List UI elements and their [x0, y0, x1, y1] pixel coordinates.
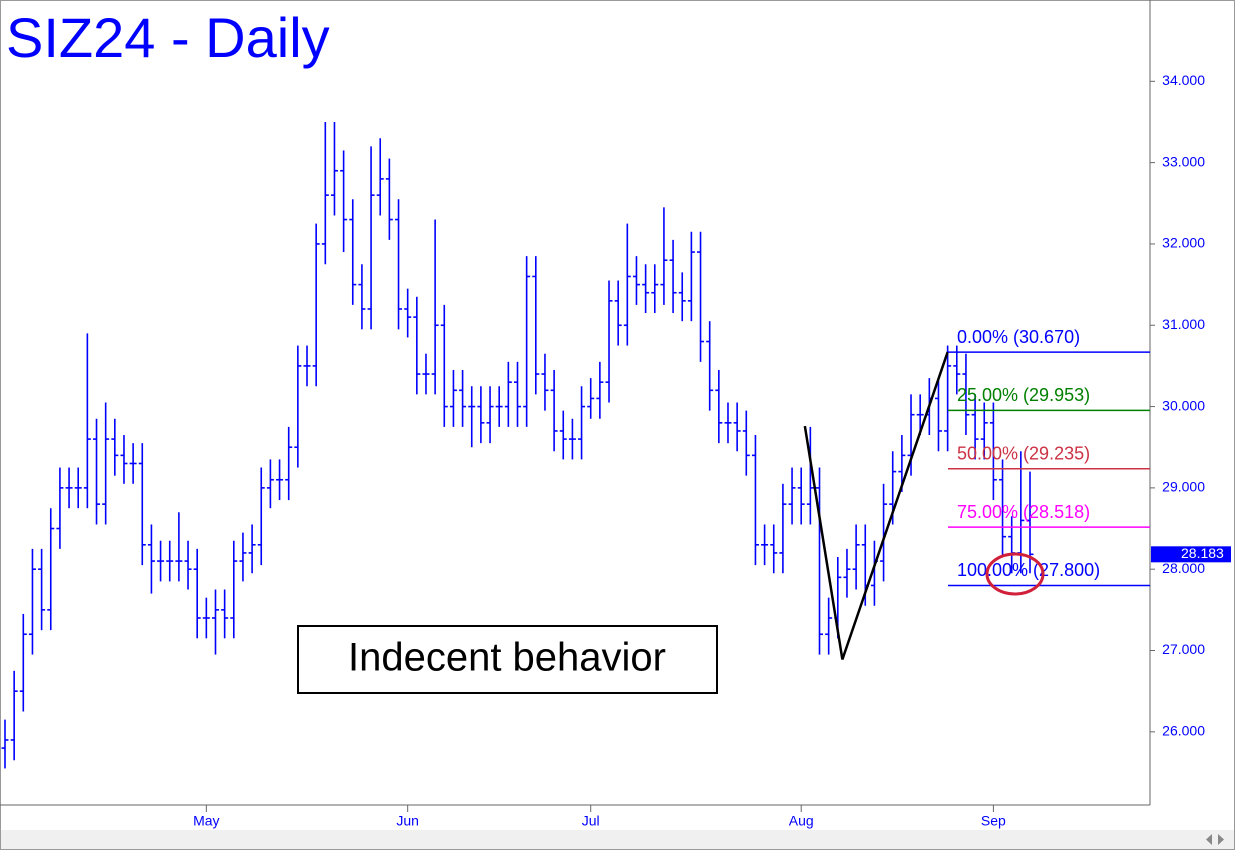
x-tick-label: May [193, 813, 219, 829]
y-tick-label: 27.000 [1162, 641, 1205, 657]
scrollbar[interactable] [1, 830, 1234, 849]
fib-label: 25.00% (29.953) [957, 385, 1090, 405]
chart-title: SIZ24 - Daily [6, 6, 330, 69]
highlight-circle [985, 552, 1045, 596]
x-tick-label: Aug [789, 813, 814, 829]
fib-label: 100.00% (27.800) [957, 560, 1100, 580]
y-tick-label: 32.000 [1162, 235, 1205, 251]
x-tick-label: Jul [582, 813, 600, 829]
x-tick-label: Jun [396, 813, 419, 829]
y-tick-label: 34.000 [1162, 72, 1205, 88]
fib-label: 50.00% (29.235) [957, 444, 1090, 464]
y-tick-label: 33.000 [1162, 153, 1205, 169]
last-price-tag [1151, 546, 1231, 563]
fib-label: 75.00% (28.518) [957, 502, 1090, 522]
y-tick-label: 26.000 [1162, 723, 1205, 739]
plot: 26.000 27.000 28.000 29.000 30.000 31.000 32.0… [1, 72, 1231, 829]
swing-line [803, 351, 949, 660]
y-tick-label: 28.000 [1162, 560, 1205, 576]
last-price-label: 28.183 [1181, 545, 1224, 561]
y-tick-label: 31.000 [1162, 316, 1205, 332]
y-tick-label: 30.000 [1162, 397, 1205, 413]
annotation-box [297, 625, 718, 694]
scroll-arrows[interactable] [1206, 834, 1224, 845]
x-tick-label: Sep [981, 813, 1006, 829]
annotation: Indecent behavior [348, 636, 666, 680]
y-tick-label: 29.000 [1162, 479, 1205, 495]
fib-label: 0.00% (30.670) [957, 327, 1080, 347]
